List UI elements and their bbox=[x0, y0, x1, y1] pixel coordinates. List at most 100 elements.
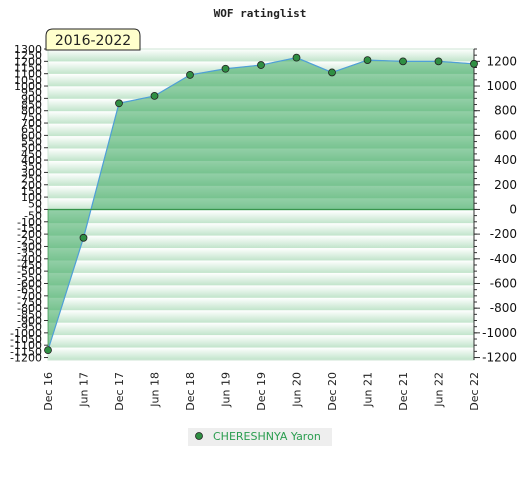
y-left-tick-label: 1150 bbox=[14, 62, 42, 75]
data-point bbox=[257, 61, 265, 69]
x-tick-label: Dec 17 bbox=[113, 372, 126, 411]
y-left-tick-label: -600 bbox=[17, 277, 42, 290]
y-right-tick-label: -400 bbox=[490, 252, 517, 266]
x-tick-label: Dec 21 bbox=[397, 372, 410, 411]
x-tick-label: Dec 19 bbox=[255, 372, 268, 411]
legend-series-name: CHERESHNYA Yaron bbox=[213, 430, 321, 443]
y-right-tick-label: 400 bbox=[494, 153, 517, 167]
y-left-tick-label: -1050 bbox=[10, 333, 42, 346]
data-point bbox=[328, 68, 336, 77]
y-right-tick-label: 800 bbox=[494, 104, 517, 118]
y-left-tick-label: -500 bbox=[17, 265, 42, 278]
y-left-tick-label: 950 bbox=[21, 86, 42, 99]
grid-band bbox=[48, 297, 474, 311]
x-tick-label: Jun 20 bbox=[291, 372, 304, 408]
y-left-tick-label: 900 bbox=[21, 92, 42, 105]
y-left-tick-label: 300 bbox=[21, 166, 42, 179]
chart-title: WOF ratinglist bbox=[214, 7, 307, 20]
y-left-tick-label: 450 bbox=[21, 148, 42, 161]
y-right-tick-label: 0 bbox=[509, 202, 517, 216]
y-right-tick-label: -1000 bbox=[482, 326, 517, 340]
grid-band bbox=[48, 285, 474, 299]
y-left-tick-label: 850 bbox=[21, 99, 42, 112]
y-left-tick-label: -800 bbox=[17, 302, 42, 315]
data-point bbox=[363, 56, 372, 65]
data-point bbox=[399, 57, 407, 66]
y-left-tick-label: -750 bbox=[17, 296, 42, 309]
x-axis: Dec 16 Jun 17 Dec 17 Jun 18 Dec 18 Jun 19 Dec … bbox=[42, 372, 481, 411]
grid-band bbox=[48, 49, 474, 62]
y-right-tick-label: 600 bbox=[494, 128, 517, 142]
grid-band bbox=[48, 260, 474, 274]
grid-band bbox=[48, 347, 474, 361]
data-point bbox=[434, 57, 443, 66]
grid-band bbox=[48, 248, 474, 261]
y-left-tick-label: 1300 bbox=[14, 43, 42, 56]
x-tick-label: Jun 17 bbox=[78, 372, 91, 408]
y-left-tick-label: -350 bbox=[17, 247, 42, 260]
y-left-tick-label: -450 bbox=[17, 259, 42, 272]
y-left-tick-label: -300 bbox=[17, 240, 42, 253]
legend-marker bbox=[195, 432, 203, 440]
x-tick-label: Dec 20 bbox=[326, 372, 339, 411]
legend: CHERESHNYA Yaron bbox=[188, 428, 332, 446]
y-left-tick-label: 750 bbox=[21, 111, 42, 124]
x-tick-label: Jun 18 bbox=[149, 372, 162, 408]
grid-band bbox=[48, 310, 474, 324]
y-left-tick-label: -650 bbox=[17, 284, 42, 297]
y-left-tick-label: -1150 bbox=[10, 345, 42, 358]
y-left-tick-label: 550 bbox=[21, 136, 42, 149]
data-point bbox=[186, 71, 194, 79]
y-left-tick-label: 150 bbox=[21, 185, 42, 198]
y-left-tick-label: -400 bbox=[17, 253, 42, 266]
y-left-tick-label: 1200 bbox=[14, 55, 42, 68]
y-left-tick-label: -950 bbox=[17, 321, 42, 334]
grid-band bbox=[48, 235, 474, 249]
y-left-tick-label: 350 bbox=[21, 160, 42, 173]
grid-band bbox=[48, 322, 474, 336]
y-left-tick-label: -900 bbox=[17, 315, 42, 328]
year-range-badge: 2016-2022 bbox=[45, 28, 141, 51]
x-tick-label: Dec 22 bbox=[468, 372, 481, 411]
y-left-tick-label: -1000 bbox=[10, 327, 42, 340]
grid-band bbox=[48, 223, 474, 236]
y-right-tick-label: 200 bbox=[494, 178, 517, 192]
y-left-tick-label: 1100 bbox=[14, 68, 42, 81]
x-tick-label: Dec 18 bbox=[184, 372, 197, 411]
data-point bbox=[79, 233, 88, 242]
y-left-tick-label: 250 bbox=[21, 173, 42, 186]
grid-band bbox=[48, 272, 474, 286]
y-left-tick-label: -50 bbox=[24, 210, 42, 223]
y-left-tick-label: 200 bbox=[21, 179, 42, 192]
y-left-tick-label: 1000 bbox=[14, 80, 42, 93]
data-markers bbox=[44, 53, 478, 355]
y-axis-right: 1200 1000 800 600 400 200 0 -200 -400 -600 -800 -10… bbox=[473, 48, 517, 365]
y-right-tick-label: 1200 bbox=[486, 54, 517, 68]
y-left-tick-label: 650 bbox=[21, 123, 42, 136]
y-left-tick-label: 100 bbox=[21, 191, 42, 204]
y-left-tick-label: -150 bbox=[17, 222, 42, 235]
y-left-tick-label: 1050 bbox=[14, 74, 42, 87]
data-point bbox=[115, 99, 123, 108]
y-right-tick-label: -1200 bbox=[482, 351, 517, 365]
y-left-tick-label: 700 bbox=[21, 117, 42, 130]
y-right-tick-label: -800 bbox=[490, 301, 517, 315]
x-tick-label: Jun 22 bbox=[433, 372, 446, 408]
year-range-label: 2016-2022 bbox=[55, 33, 131, 49]
data-point bbox=[470, 59, 478, 68]
y-left-tick-label: -200 bbox=[17, 228, 42, 241]
data-point bbox=[150, 92, 159, 100]
grid-band bbox=[48, 210, 474, 224]
y-left-tick-label: -1100 bbox=[10, 339, 42, 352]
x-tick-label: Dec 16 bbox=[42, 372, 55, 411]
y-left-tick-label: 500 bbox=[21, 142, 42, 155]
grid-band bbox=[48, 335, 474, 348]
y-left-tick-label: -850 bbox=[17, 308, 42, 321]
y-axis-left: 1300120011001000900800700600500400300200… bbox=[10, 43, 48, 365]
y-left-tick-label: -100 bbox=[17, 216, 42, 229]
data-point bbox=[292, 53, 301, 62]
y-left-tick-label: 1250 bbox=[14, 49, 42, 62]
y-left-tick-label: -1200 bbox=[10, 352, 42, 365]
y-left-tick-label: -550 bbox=[17, 271, 42, 284]
